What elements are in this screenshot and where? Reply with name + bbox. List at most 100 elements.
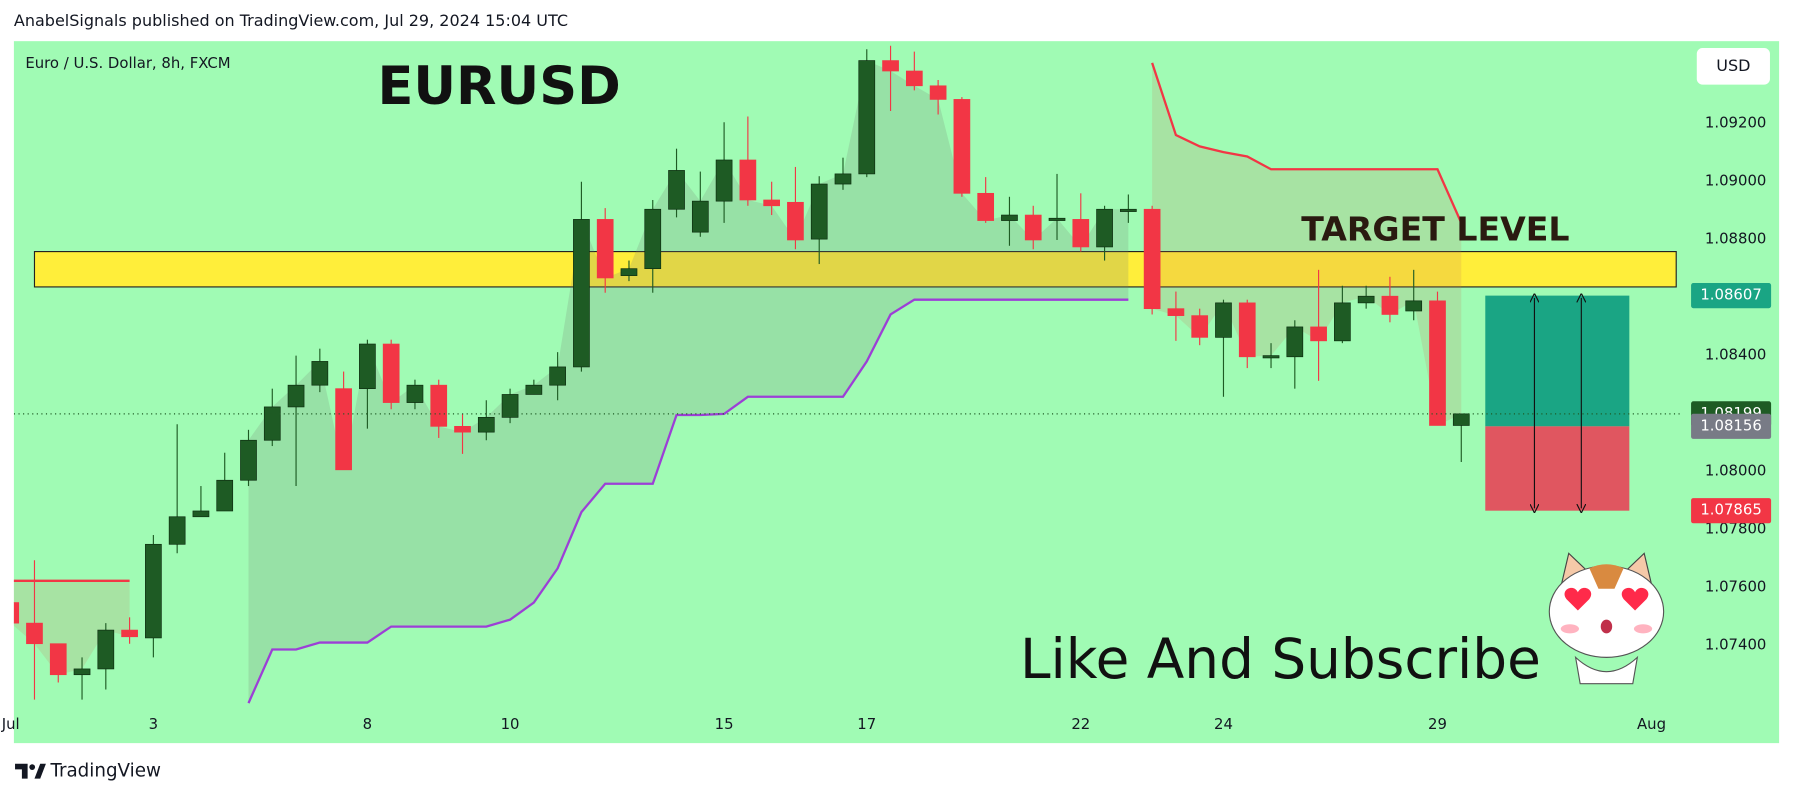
x-tick-label: 10 xyxy=(501,715,520,733)
attribution: AnabelSignals published on TradingView.c… xyxy=(14,11,568,30)
candle-body xyxy=(287,384,305,408)
candle-body xyxy=(929,85,947,100)
y-tick-label: 1.08800 xyxy=(1705,230,1766,248)
tradingview-logo xyxy=(15,763,46,779)
candle-body xyxy=(1120,208,1137,212)
candle-body xyxy=(26,622,43,645)
candle-body xyxy=(1096,208,1113,248)
x-tick-label: Aug xyxy=(1637,715,1666,733)
candle-body xyxy=(406,384,424,403)
price-label-box xyxy=(1691,413,1772,439)
price-axis: 1.07400 1.07600 1.07800 1.08000 1.08400 1.088… xyxy=(1691,114,1772,653)
candle-body xyxy=(216,479,234,512)
candle-body xyxy=(73,668,91,676)
band-fill xyxy=(248,60,1129,704)
band-fill xyxy=(13,580,130,675)
candle-body xyxy=(335,388,352,471)
candle-body xyxy=(882,60,899,72)
y-tick-label: 1.07400 xyxy=(1705,635,1766,653)
candle-body xyxy=(573,219,590,368)
price-label: 1.07865 xyxy=(1700,501,1761,519)
candle-body xyxy=(787,201,804,241)
candle-body xyxy=(454,425,471,433)
candle-body xyxy=(1001,214,1018,221)
candle-body xyxy=(644,208,662,270)
lower-band xyxy=(247,298,1129,704)
candle-body xyxy=(145,543,162,639)
target-zone xyxy=(33,251,1677,288)
candle-body xyxy=(1262,355,1280,359)
candle-body xyxy=(715,159,733,202)
chart-background xyxy=(13,41,1780,744)
candle-body xyxy=(359,343,376,390)
candle-body xyxy=(763,199,781,207)
x-tick-label: 22 xyxy=(1071,715,1090,733)
candle-body xyxy=(1310,326,1327,342)
candle-body xyxy=(953,99,971,194)
y-tick-label: 1.08000 xyxy=(1705,462,1766,480)
candle-body xyxy=(691,200,709,233)
candle-body xyxy=(1381,295,1399,315)
currency-button[interactable] xyxy=(1696,48,1770,85)
candle-body xyxy=(977,192,995,221)
candle-body xyxy=(596,219,614,279)
candle-body xyxy=(97,629,115,670)
candle-body xyxy=(1048,217,1066,221)
plot-area xyxy=(13,45,1681,704)
candle-body xyxy=(168,516,186,545)
candle-body xyxy=(13,602,20,624)
price-label: 1.08156 xyxy=(1700,416,1761,434)
candle-body xyxy=(525,384,543,395)
candle-body xyxy=(501,394,519,418)
price-label-box xyxy=(1691,283,1772,309)
candle-body xyxy=(1215,302,1232,338)
x-tick-label: 3 xyxy=(149,715,158,733)
y-tick-label: 1.09200 xyxy=(1705,114,1766,132)
y-tick-label: 1.07600 xyxy=(1705,577,1766,595)
candle-body xyxy=(1072,219,1090,248)
candle-body xyxy=(121,629,138,638)
y-tick-label: 1.07800 xyxy=(1705,520,1766,538)
y-tick-label: 1.08400 xyxy=(1705,346,1766,364)
candle-body xyxy=(430,384,448,427)
candle-body xyxy=(49,643,67,676)
annotation: Like And Subscribe xyxy=(1020,627,1541,691)
candle-body xyxy=(382,343,400,403)
upper-band xyxy=(13,62,1463,582)
candle-body xyxy=(739,159,757,201)
candle-body xyxy=(1334,302,1351,342)
candle-body xyxy=(1452,413,1470,426)
candle-body xyxy=(1357,295,1375,304)
candle-body xyxy=(549,366,566,386)
candle-body xyxy=(1024,214,1042,241)
candle-body xyxy=(1143,208,1161,310)
candle-body xyxy=(858,60,876,175)
candle-body xyxy=(1238,302,1256,358)
y-tick-label: 1.09000 xyxy=(1705,172,1766,190)
price-label: 1.08607 xyxy=(1700,286,1761,304)
symbol-label: Euro / U.S. Dollar, 8h, FXCM xyxy=(25,54,230,72)
candle-body xyxy=(477,417,495,433)
logo-text: TradingView xyxy=(49,761,161,782)
candle-body xyxy=(240,439,257,481)
candle-body xyxy=(834,173,852,185)
candle-body xyxy=(1191,315,1209,338)
candle-body xyxy=(905,70,923,87)
candle-body xyxy=(192,510,210,518)
annotation: TARGET LEVEL xyxy=(1301,209,1569,248)
x-tick-label: 29 xyxy=(1428,715,1447,733)
candle-body xyxy=(263,406,281,441)
x-tick-label: Jul xyxy=(1,715,20,733)
x-tick-label: 17 xyxy=(857,715,876,733)
candle-body xyxy=(620,268,638,276)
position-stop xyxy=(1485,426,1630,511)
candle-body xyxy=(1405,300,1423,312)
candle-body xyxy=(810,183,828,240)
candle-body xyxy=(311,361,329,386)
currency-label[interactable]: USD xyxy=(1716,56,1750,75)
candle-body xyxy=(1429,300,1446,426)
cat-sticker xyxy=(1548,552,1665,685)
position-target xyxy=(1485,295,1630,427)
